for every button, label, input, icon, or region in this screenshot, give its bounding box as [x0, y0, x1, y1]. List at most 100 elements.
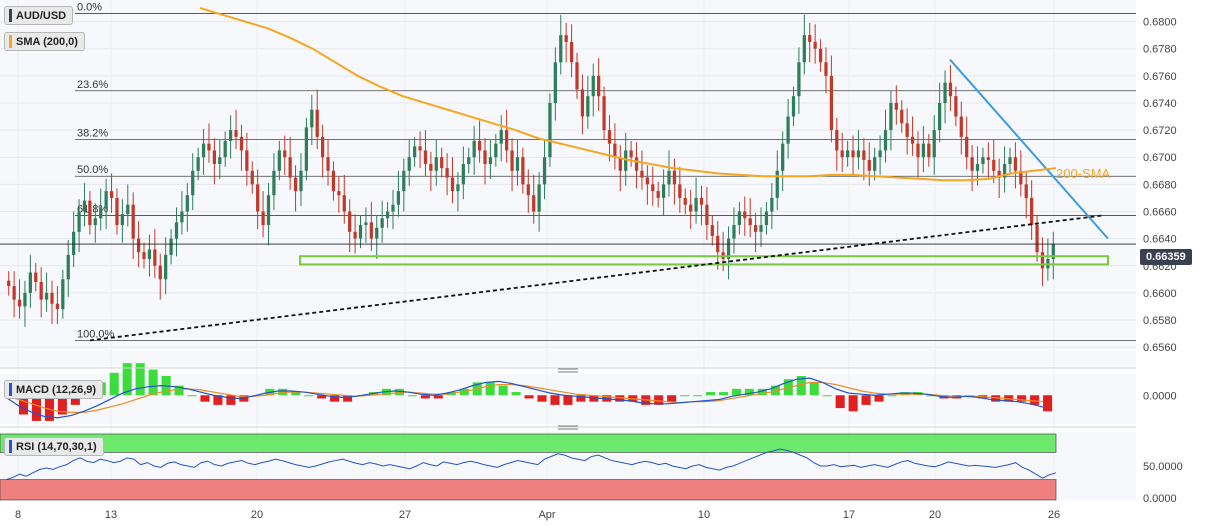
candle-body [672, 170, 677, 185]
candle-body [883, 130, 888, 151]
candle-body [975, 164, 980, 171]
sma-annotation: 200-SMA [1056, 166, 1111, 181]
candle-body [104, 191, 108, 209]
candle-body [39, 282, 43, 300]
candle-body [109, 191, 114, 198]
macd-histogram-bar [200, 395, 210, 402]
sma-label: SMA (200,0) [16, 35, 78, 48]
y-tick-label: 0.6680 [1143, 179, 1177, 191]
candle-body [889, 102, 893, 131]
overlay-lines [0, 7, 1136, 342]
candle-body [629, 150, 633, 158]
candle-body [164, 254, 168, 280]
candle-body [1040, 252, 1045, 269]
candle-body [505, 130, 509, 151]
candle-body [656, 191, 660, 198]
macd-histogram-bar [278, 388, 288, 396]
macd-histogram-bar [433, 395, 443, 399]
candle-body [429, 164, 433, 171]
instrument-label: AUD/USD [16, 9, 67, 22]
candle-body [440, 157, 444, 169]
candle-body [748, 218, 752, 226]
x-tick-label: 26 [1048, 509, 1060, 521]
macd-histogram-bar [187, 395, 197, 397]
macd-histogram-bar [718, 392, 729, 396]
current-price-tag: 0.66359 [1140, 249, 1192, 265]
candle-body [82, 200, 87, 212]
candle-body [250, 170, 254, 185]
candle-body [385, 211, 390, 219]
rsi-tick-label: 50.0000 [1143, 461, 1183, 473]
candle-body [916, 143, 920, 158]
candle-body [472, 140, 476, 158]
resize-handle-icon[interactable] [558, 368, 578, 373]
candle-body [369, 222, 373, 239]
x-tick-label: 20 [929, 509, 941, 521]
candle-body [651, 184, 655, 192]
macd-histogram-bar [1030, 395, 1040, 405]
candle-body [483, 150, 487, 165]
candle-body [299, 170, 303, 192]
rsi-tag[interactable]: RSI (14,70,30,1) [4, 437, 104, 456]
rsi-tick-label: 0.0000 [1143, 493, 1177, 505]
candle-body [228, 130, 233, 141]
macd-histogram-bar [31, 395, 41, 421]
candle-body [218, 157, 222, 165]
macd-histogram-bar [861, 395, 871, 405]
candle-body [775, 170, 779, 198]
candle-body [120, 214, 124, 226]
candle-body [77, 211, 81, 232]
candle-body [1024, 184, 1028, 198]
macd-tag[interactable]: MACD (12,26,9) [4, 380, 104, 399]
candle-body [932, 130, 936, 158]
resize-handle-icon[interactable] [558, 425, 578, 430]
candle-body [467, 157, 471, 165]
candle-body [169, 238, 173, 255]
candle-body [710, 225, 714, 236]
candle-body [28, 272, 32, 293]
rsi-overbought-zone [0, 433, 1057, 453]
y-tick-label: 0.6740 [1143, 98, 1177, 110]
candle-body [245, 150, 249, 171]
candle-body [618, 157, 622, 171]
instrument-swatch [9, 9, 12, 22]
fib-label: 23.6% [77, 79, 108, 91]
fib-label: 61.8% [77, 204, 108, 216]
macd-histogram-bar [330, 395, 340, 402]
macd-histogram-bar [135, 363, 145, 396]
y-tick-label: 0.6660 [1143, 206, 1177, 218]
candle-body [840, 150, 844, 158]
candle-body [445, 168, 449, 178]
rsi-label: RSI (14,70,30,1) [16, 440, 97, 453]
candle-body [1013, 157, 1018, 171]
candle-body [634, 157, 639, 171]
macd-histogram-bar [174, 385, 184, 396]
candle-body [791, 96, 796, 117]
candle-body [434, 157, 438, 171]
candle-body [867, 159, 871, 171]
macd-label: MACD (12,26,9) [16, 383, 97, 396]
candle-body [88, 200, 92, 226]
candle-body [824, 62, 828, 76]
candle-body [705, 204, 709, 226]
instrument-tag[interactable]: AUD/USD [4, 6, 74, 25]
candle-body [526, 184, 530, 196]
macd-indicator [5, 363, 1053, 421]
candle-body [488, 157, 493, 165]
candlestick-series [7, 14, 1055, 327]
candle-body [277, 150, 281, 171]
candle-body [829, 75, 834, 131]
candle-body [136, 238, 141, 253]
candle-body [1051, 244, 1055, 259]
macd-histogram-bar [239, 395, 249, 402]
sma-tag[interactable]: SMA (200,0) [4, 32, 85, 51]
candle-body [537, 184, 541, 212]
candle-body [342, 195, 346, 212]
macd-histogram-bar [459, 388, 469, 396]
candle-body [597, 75, 601, 97]
candle-body [856, 150, 861, 158]
candle-body [986, 157, 990, 160]
y-tick-label: 0.6720 [1143, 125, 1177, 137]
macd-histogram-bar [822, 395, 832, 397]
candle-body [851, 150, 855, 158]
